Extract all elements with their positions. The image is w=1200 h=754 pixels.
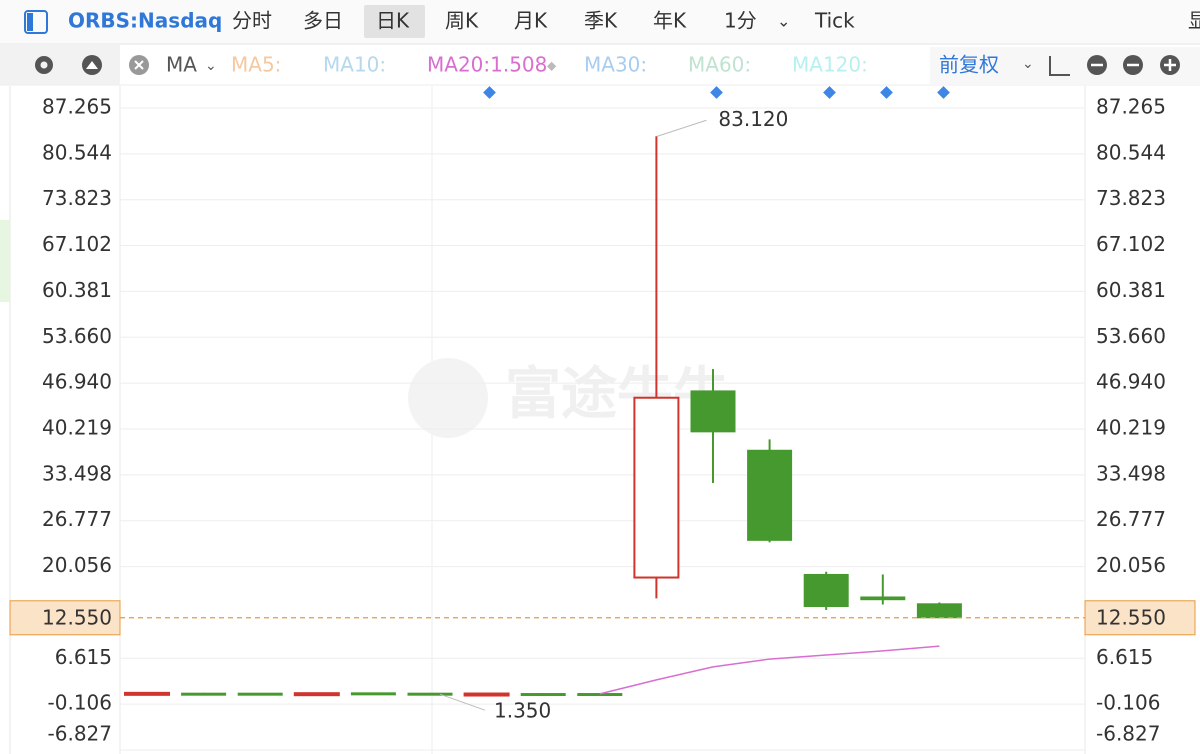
panel-icon-bar — [27, 13, 33, 31]
ma-label: MA5: — [231, 53, 281, 77]
y-tick-label: 87.265 — [42, 94, 112, 118]
y-tick-label: -0.106 — [1096, 691, 1160, 715]
ma-label: MA30: — [584, 53, 647, 77]
last-price-label: 12.550 — [1096, 605, 1166, 629]
dropdown-arrow[interactable]: ⌄ — [777, 12, 790, 31]
high-leader — [657, 119, 707, 137]
ma-label: MA120: — [792, 53, 868, 77]
dropdown-arrow[interactable]: ⌄ — [205, 58, 217, 74]
candle-body — [860, 596, 906, 601]
y-tick-label: 33.498 — [42, 461, 112, 485]
last-price-box — [9, 600, 121, 636]
dropdown-arrow[interactable]: ⌄ — [1022, 56, 1034, 72]
indicator-name[interactable]: MA — [166, 53, 197, 77]
y-tick-label: 73.823 — [1096, 186, 1166, 210]
cut-off-label: 显 — [1188, 9, 1200, 33]
collapse-arrow — [86, 61, 98, 69]
zoom-in-plus — [1164, 59, 1176, 71]
y-tick-label: 67.102 — [42, 232, 112, 256]
candle-body — [633, 396, 680, 579]
last-price-box — [1084, 600, 1196, 636]
panel-icon[interactable] — [24, 10, 48, 34]
watermark-logo — [408, 358, 488, 438]
period-tab[interactable]: 周K — [445, 9, 479, 33]
selected-tab — [364, 5, 425, 38]
y-tick-label: 33.498 — [1096, 461, 1166, 485]
y-tick-label: 20.056 — [1096, 553, 1166, 577]
settings-icon-hole — [40, 61, 48, 69]
period-tab[interactable]: 年K — [653, 9, 687, 33]
close-x — [134, 60, 144, 70]
y-tick-label: 20.056 — [42, 553, 112, 577]
low-label: 1.350 — [494, 699, 551, 723]
period-tab[interactable]: 分时 — [232, 9, 272, 33]
ma-label: MA60: — [688, 53, 751, 77]
toolbar — [0, 0, 1200, 44]
y-tick-label: 40.219 — [1096, 415, 1166, 439]
period-tab[interactable]: 季K — [584, 9, 618, 33]
candle-body — [463, 692, 510, 697]
candle-body — [181, 692, 227, 696]
xy-icon[interactable] — [1049, 56, 1070, 76]
candle-body — [747, 449, 793, 541]
y-tick-label: -0.106 — [48, 691, 112, 715]
y-tick-label: -6.827 — [48, 722, 112, 746]
adjust-select[interactable]: 前复权 — [939, 53, 999, 77]
y-tick-label: 6.615 — [55, 645, 112, 669]
adjust-panel — [930, 47, 1200, 84]
period-tab[interactable]: 月K — [514, 9, 548, 33]
y-tick-label: 26.777 — [1096, 507, 1166, 531]
period-tab[interactable]: 1分 — [724, 9, 757, 33]
candle-body — [293, 692, 340, 697]
last-price-label: 12.550 — [42, 605, 112, 629]
y-tick-label: 53.660 — [1096, 324, 1166, 348]
y-tick-label: 40.219 — [42, 415, 112, 439]
symbol[interactable]: ORBS:Nasdaq — [68, 9, 222, 33]
candle-body — [407, 692, 453, 696]
period-tab[interactable]: Tick — [814, 9, 855, 33]
side-highlight — [0, 220, 10, 302]
candle-body — [803, 573, 849, 608]
y-tick-label: 60.381 — [1096, 278, 1166, 302]
y-tick-label: 80.544 — [1096, 140, 1166, 164]
ma-label: MA10: — [323, 53, 386, 77]
period-tab[interactable]: 多日 — [303, 9, 343, 33]
y-tick-label: 46.940 — [1096, 370, 1166, 394]
period-tab[interactable]: 日K — [376, 9, 410, 33]
ma-line — [599, 645, 940, 695]
event-marker[interactable] — [483, 86, 496, 99]
candle-body — [237, 692, 283, 696]
y-tick-label: 46.940 — [42, 370, 112, 394]
y-tick-label: 6.615 — [1096, 645, 1153, 669]
y-tick-label: 53.660 — [42, 324, 112, 348]
candle-body — [916, 603, 962, 619]
y-tick-label: 87.265 — [1096, 94, 1166, 118]
y-tick-label: 67.102 — [1096, 232, 1166, 256]
low-leader — [439, 693, 486, 711]
y-tick-label: -6.827 — [1096, 722, 1160, 746]
y-tick-label: 73.823 — [42, 186, 112, 210]
diamond: ◆ — [547, 59, 557, 73]
y-tick-label: 26.777 — [42, 507, 112, 531]
ma-label: MA20:1.508 — [427, 53, 547, 77]
y-tick-label: 60.381 — [42, 278, 112, 302]
high-label: 83.120 — [718, 107, 788, 131]
candle-body — [690, 390, 736, 433]
y-tick-label: 80.544 — [42, 140, 112, 164]
candle-body — [124, 691, 170, 696]
candle-body — [350, 692, 396, 696]
candle-body — [520, 693, 566, 697]
